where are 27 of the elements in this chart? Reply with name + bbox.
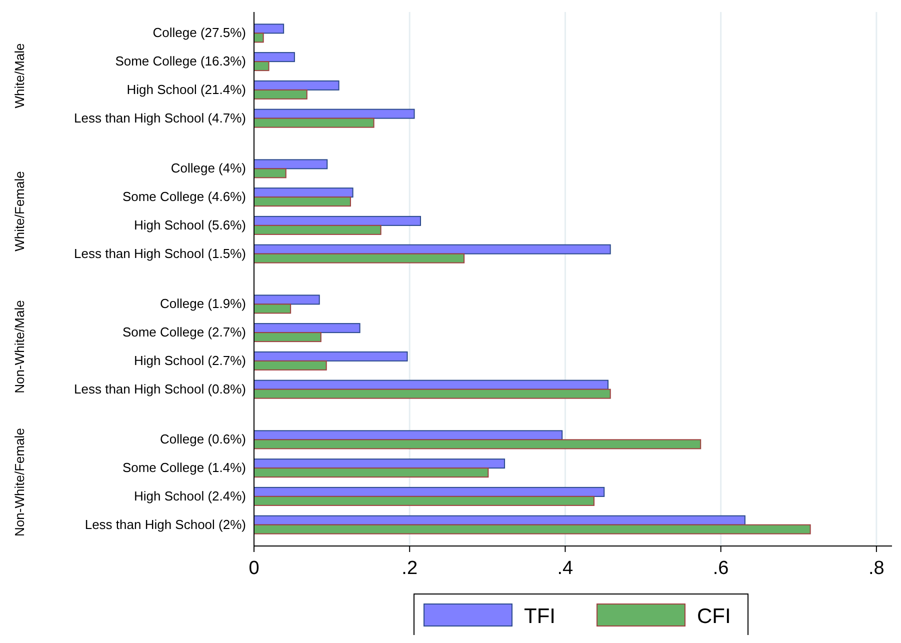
y-tick-label: Some College (4.6%) xyxy=(122,189,246,204)
y-tick-label: Less than High School (1.5%) xyxy=(74,246,246,261)
y-tick-label: High School (2.7%) xyxy=(134,352,246,368)
x-tick-label: .8 xyxy=(868,558,884,579)
y-tick-label: Less than High School (0.8%) xyxy=(74,381,246,396)
text: White/Female xyxy=(12,171,27,252)
x-tick-label: .6 xyxy=(712,558,729,579)
text: Non-White/Female xyxy=(12,428,27,536)
y-tick-label: High School (5.6%) xyxy=(134,217,246,232)
x-tick-label: .2 xyxy=(402,558,418,579)
y-tick-label: High School (2.4%) xyxy=(134,488,246,504)
y-tick-label: College (0.6%) xyxy=(160,432,246,447)
y-tick-label: College (1.9%) xyxy=(160,296,246,312)
y-tick-label: Less than High School (2%) xyxy=(84,516,246,532)
y-tick-label: Some College (2.7%) xyxy=(122,324,246,340)
y-tick-label: College (4%) xyxy=(170,160,246,176)
legend-label: CFI xyxy=(697,605,731,628)
y-tick-label: Some College (1.4%) xyxy=(122,460,246,476)
legend-label: TFI xyxy=(524,605,556,628)
x-tick-label: 0 xyxy=(248,558,260,579)
y-tick-label: Less than High School (4.7%) xyxy=(74,110,246,126)
text: White/Male xyxy=(12,43,27,108)
y-tick-label: College (27.5%) xyxy=(152,25,246,40)
text: Non-White/Male xyxy=(12,300,27,394)
y-tick-label: High School (21.4%) xyxy=(126,82,246,97)
y-tick-label: Some College (16.3%) xyxy=(115,54,246,69)
x-tick-label: .4 xyxy=(557,558,574,579)
